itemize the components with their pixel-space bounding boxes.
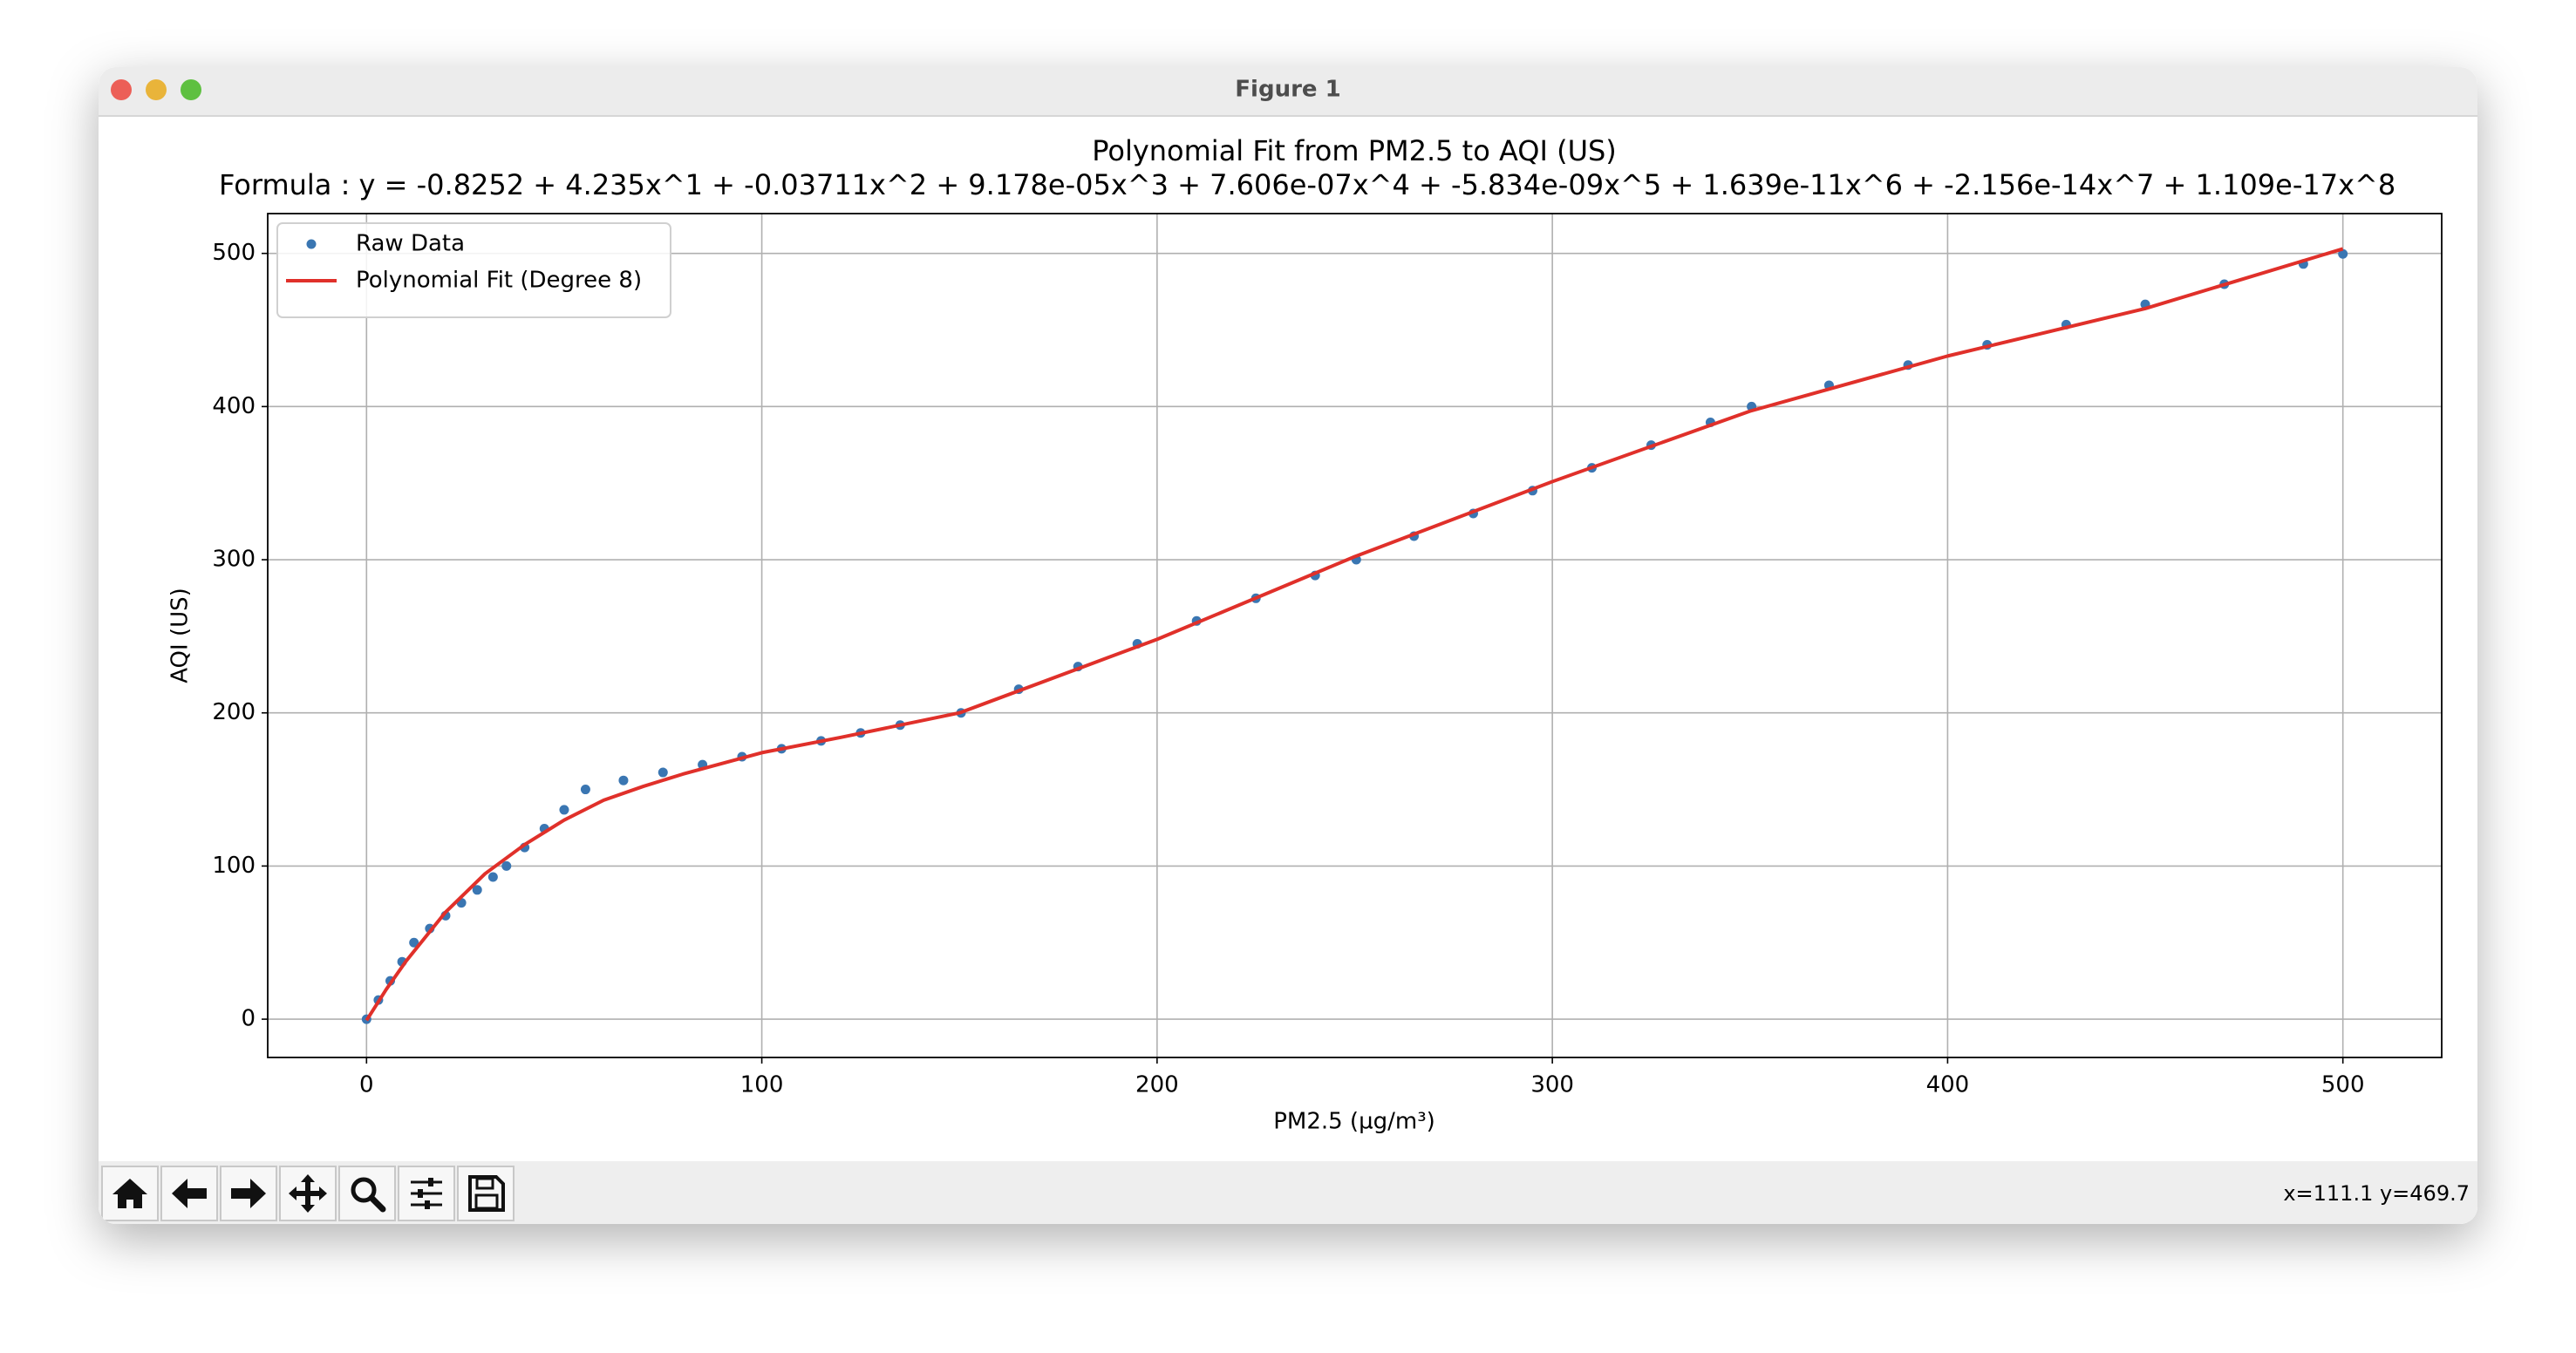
window-content: Figure 1	[99, 67, 2477, 1224]
legend-label: Polynomial Fit (Degree 8)	[356, 268, 642, 294]
x-tick-label: 500	[2321, 1072, 2365, 1098]
forward-button[interactable]	[220, 1166, 277, 1221]
data-point	[501, 860, 512, 871]
plot-area	[268, 214, 2442, 1057]
y-tick-label: 300	[212, 547, 256, 573]
y-tick-label: 200	[212, 699, 256, 725]
fit-line	[365, 247, 2344, 1022]
y-tick-label: 0	[241, 1006, 256, 1032]
x-tick-label: 400	[1926, 1072, 1970, 1098]
configure-button[interactable]	[398, 1166, 455, 1221]
legend-label: Raw Data	[356, 231, 465, 257]
pan-button[interactable]	[279, 1166, 337, 1221]
x-tick-label: 200	[1135, 1072, 1179, 1098]
data-point	[658, 767, 668, 778]
back-button[interactable]	[160, 1166, 218, 1221]
axes-frame	[267, 213, 2443, 1058]
chart-title: Polynomial Fit from PM2.5 to AQI (US)	[1092, 134, 1617, 167]
x-tick-label: 0	[359, 1072, 374, 1098]
legend-box	[276, 222, 671, 318]
data-point	[2338, 248, 2348, 259]
y-axis-label: AQI (US)	[167, 588, 194, 683]
data-point	[472, 885, 482, 895]
minimize-button[interactable]	[146, 79, 167, 100]
data-point	[618, 775, 629, 785]
status-text: x=111.1 y=469.7	[2283, 1181, 2470, 1206]
toolbar	[99, 1161, 2477, 1224]
x-axis-label: PM2.5 (µg/m³)	[1273, 1109, 1435, 1135]
home-button[interactable]	[101, 1166, 159, 1221]
zoom-tool-button[interactable]	[338, 1166, 396, 1221]
toolbar-buttons	[101, 1166, 515, 1221]
window-title: Figure 1	[1235, 77, 1340, 103]
y-tick-label: 500	[212, 240, 256, 266]
data-point	[559, 805, 569, 815]
y-tick-label: 100	[212, 853, 256, 879]
data-point	[409, 937, 419, 948]
x-tick-label: 100	[740, 1072, 784, 1098]
save-button[interactable]	[457, 1166, 515, 1221]
data-point	[487, 872, 498, 882]
y-tick-label: 400	[212, 393, 256, 419]
title-bar	[99, 67, 2477, 116]
legend-marker	[306, 239, 317, 249]
zoom-button[interactable]	[181, 79, 201, 100]
x-tick-label: 300	[1530, 1072, 1574, 1098]
legend: Raw Data Polynomial Fit (Degree 8)	[276, 222, 671, 318]
plot-marks	[361, 247, 2348, 1024]
close-button[interactable]	[111, 79, 132, 100]
data-point	[580, 785, 590, 795]
chart: Polynomial Fit from PM2.5 to AQI (US) Fo…	[167, 134, 2443, 1135]
chart-subtitle: Formula : y = -0.8252 + 4.235x^1 + -0.03…	[219, 168, 2395, 201]
